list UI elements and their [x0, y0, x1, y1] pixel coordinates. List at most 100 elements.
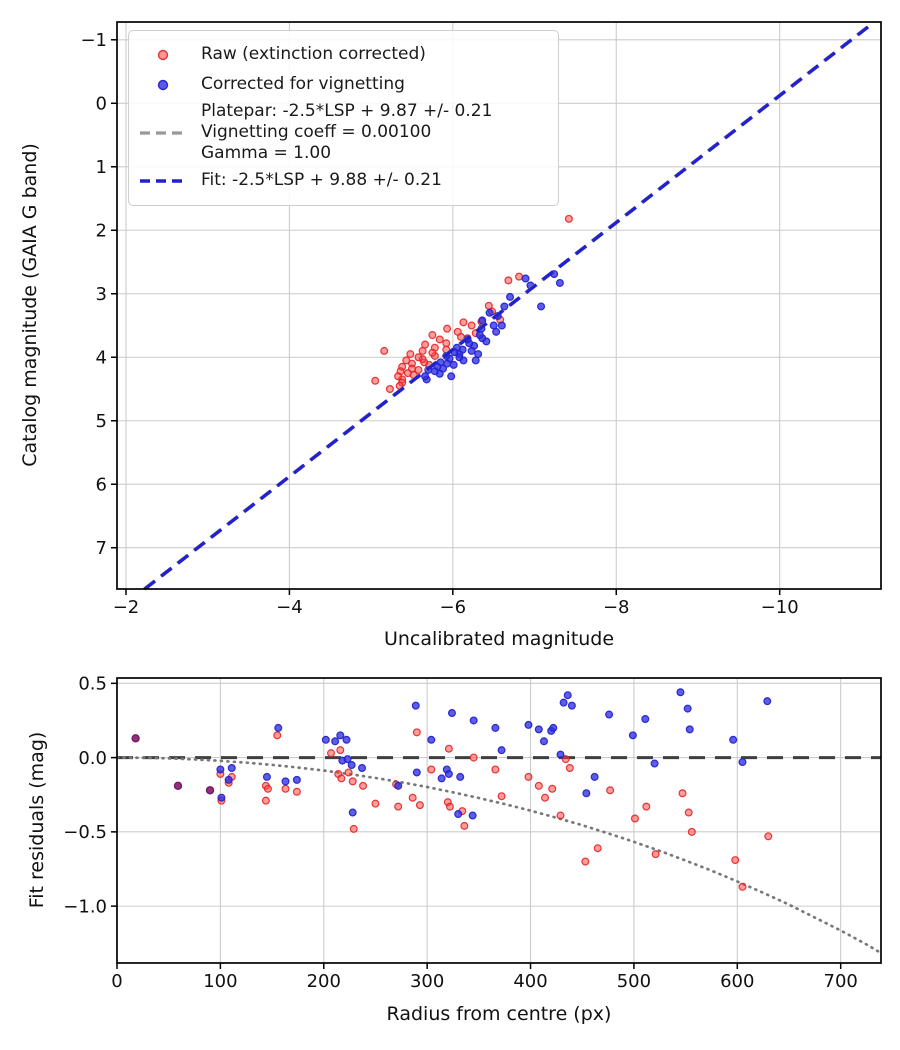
- bottom-plot-x-tick-label: 0: [111, 971, 122, 992]
- top-plot-point: [489, 321, 498, 330]
- red-dot-marker-icon: [139, 49, 187, 61]
- bottom-plot-point: [131, 734, 140, 743]
- top-plot-point: [418, 346, 427, 355]
- bottom-plot-point: [427, 765, 436, 774]
- top-plot-x-tick-label: −6: [440, 597, 467, 618]
- bottom-plot-point: [358, 763, 367, 772]
- top-plot-point: [403, 369, 412, 378]
- bottom-plot-point: [641, 714, 650, 723]
- bottom-plot-point: [343, 755, 352, 764]
- blue-dashed-line-icon: [139, 178, 187, 184]
- top-plot-x-tick-label: −2: [113, 597, 140, 618]
- top-plot-point: [506, 292, 515, 301]
- bottom-plot-point: [349, 824, 358, 833]
- bottom-plot-point: [606, 786, 615, 795]
- bottom-plot-point: [738, 758, 747, 767]
- bottom-plot-point: [227, 763, 236, 772]
- top-plot-point: [485, 308, 494, 317]
- bottom-plot-point: [336, 746, 345, 755]
- bottom-plot-x-tick-label: 400: [513, 971, 547, 992]
- top-plot-point: [394, 372, 403, 381]
- top-plot-point: [380, 346, 389, 355]
- bottom-x-axis-label: Radius from centre (px): [386, 1003, 612, 1025]
- bottom-plot-point: [327, 749, 336, 758]
- bottom-plot-point: [678, 789, 687, 798]
- top-plot-point: [414, 353, 423, 362]
- bottom-plot-point: [273, 731, 282, 740]
- bottom-plot-point: [541, 793, 550, 802]
- top-plot-point: [406, 350, 415, 359]
- top-plot-point: [475, 331, 484, 340]
- legend-entry-raw: Raw (extinction corrected): [139, 41, 548, 68]
- top-plot-x-tick-label: −4: [276, 597, 303, 618]
- bottom-plot-point: [524, 772, 533, 781]
- bottom-plot-point: [205, 786, 215, 795]
- bottom-plot-point: [337, 774, 346, 783]
- bottom-plot-point: [684, 808, 693, 817]
- bottom-plot-point: [582, 789, 591, 798]
- top-plot-x-tick-label: −10: [761, 597, 799, 618]
- bottom-plot-series-overlapping-raw-and-corrected: [131, 734, 215, 795]
- bottom-plot-point: [764, 832, 773, 841]
- legend-label-fit: Fit: -2.5*LSP + 9.88 +/- 0.21: [201, 170, 442, 190]
- top-plot-point: [371, 376, 380, 385]
- bottom-plot-point: [556, 750, 565, 759]
- bottom-plot-x-tick-label: 100: [203, 971, 237, 992]
- top-y-axis-label: Catalog magnitude (GAIA G band): [19, 143, 41, 467]
- top-plot-point: [555, 278, 564, 287]
- bottom-plot-y-tick-label: −1.0: [63, 896, 107, 917]
- bottom-plot-x-tick-label: 500: [617, 971, 651, 992]
- bottom-plot-point: [274, 723, 283, 732]
- bottom-plot-point: [336, 731, 345, 740]
- bottom-plot-point: [763, 697, 772, 706]
- top-plot-point: [428, 348, 437, 357]
- bottom-plot-x-tick-label: 300: [410, 971, 444, 992]
- top-plot-point: [430, 367, 439, 376]
- top-plot-y-tick-label: 4: [96, 348, 107, 369]
- bottom-plot-point: [427, 735, 436, 744]
- bottom-plot-point: [359, 781, 368, 790]
- bottom-plot-series-vignetting-model-curve: [115, 756, 883, 955]
- bottom-plot-point: [437, 774, 446, 783]
- bottom-plot-y-tick-label: 0.0: [78, 748, 107, 769]
- bottom-plot-point: [348, 808, 357, 817]
- top-plot-point: [428, 331, 437, 340]
- bottom-plot-point: [469, 716, 478, 725]
- legend: Raw (extinction corrected) Corrected for…: [128, 30, 559, 206]
- bottom-plot-point: [630, 814, 639, 823]
- blue-dot-marker-icon: [139, 79, 187, 91]
- bottom-plot-point: [563, 691, 572, 700]
- bottom-plot-x-tick-label: 700: [824, 971, 858, 992]
- bottom-plot-y-tick-label: −0.5: [63, 822, 107, 843]
- bottom-plot-point: [321, 735, 330, 744]
- bottom-plot-point: [412, 768, 421, 777]
- top-plot-y-tick-label: 6: [96, 475, 107, 496]
- gray-dashed-line-icon: [139, 130, 187, 136]
- top-plot-y-tick-label: 2: [96, 221, 107, 242]
- bottom-plot-point: [534, 781, 543, 790]
- top-plot-point: [521, 274, 530, 283]
- bottom-plot-ticks: 0 100 200 300 400 500 600 700 0.5 0.0 −0.5 −1.0: [63, 674, 858, 992]
- bottom-plot-point: [676, 688, 685, 697]
- top-plot-point: [484, 301, 493, 310]
- top-plot-point: [564, 214, 573, 223]
- top-plot-point: [467, 321, 476, 330]
- bottom-plot-point: [394, 781, 403, 790]
- bottom-plot-point: [281, 777, 290, 786]
- top-plot-y-tick-label: 0: [96, 94, 107, 115]
- bottom-plot-point: [581, 857, 590, 866]
- bottom-plot-point: [685, 725, 694, 734]
- bottom-plot-point: [460, 821, 469, 830]
- top-plot-point: [478, 316, 487, 325]
- bottom-plot-x-tick-label: 200: [307, 971, 341, 992]
- top-plot-point: [385, 384, 394, 393]
- bottom-plot-point: [394, 802, 403, 811]
- bottom-plot-point: [651, 850, 660, 859]
- bottom-plot-point: [738, 882, 747, 891]
- top-plot-series-corrected-for-vignetting: [421, 270, 564, 384]
- top-plot-point: [449, 360, 458, 369]
- bottom-plot-point: [411, 701, 420, 710]
- bottom-plot-point: [347, 761, 356, 770]
- top-plot-point: [515, 272, 524, 281]
